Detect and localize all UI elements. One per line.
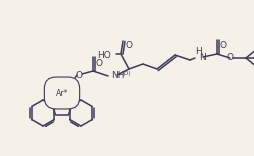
Text: Ar*: Ar* xyxy=(56,88,68,98)
Text: N: N xyxy=(199,54,206,63)
Text: (D): (D) xyxy=(123,71,131,76)
Text: O: O xyxy=(227,54,233,63)
Text: HO: HO xyxy=(97,51,111,59)
Text: H: H xyxy=(196,47,202,56)
Text: O: O xyxy=(219,41,227,51)
Text: NH: NH xyxy=(111,71,124,80)
Text: O: O xyxy=(96,58,103,68)
Text: O: O xyxy=(125,41,133,51)
Text: O: O xyxy=(75,71,83,80)
